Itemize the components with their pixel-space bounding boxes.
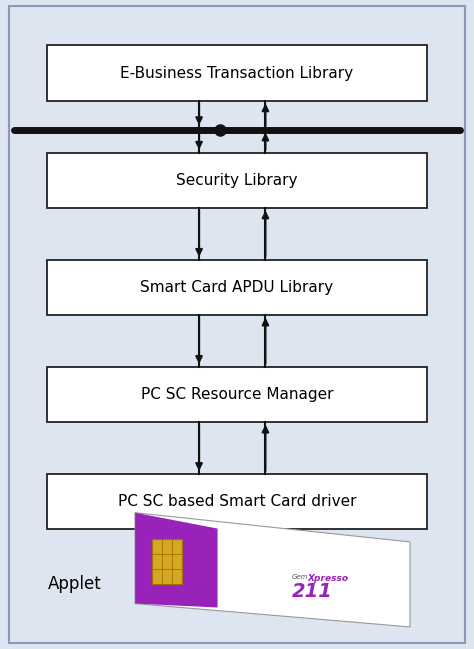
Polygon shape: [135, 513, 410, 627]
Text: Xpresso: Xpresso: [307, 574, 348, 583]
Text: PC SC based Smart Card driver: PC SC based Smart Card driver: [118, 494, 356, 509]
Text: Smart Card APDU Library: Smart Card APDU Library: [140, 280, 334, 295]
FancyBboxPatch shape: [47, 260, 427, 315]
Text: Applet: Applet: [47, 575, 101, 593]
FancyBboxPatch shape: [47, 45, 427, 101]
Polygon shape: [152, 539, 182, 584]
FancyBboxPatch shape: [9, 6, 465, 643]
Polygon shape: [135, 513, 218, 607]
Text: PC SC Resource Manager: PC SC Resource Manager: [141, 387, 333, 402]
Text: Security Library: Security Library: [176, 173, 298, 188]
Text: E-Business Transaction Library: E-Business Transaction Library: [120, 66, 354, 80]
FancyBboxPatch shape: [47, 153, 427, 208]
FancyBboxPatch shape: [47, 474, 427, 529]
Text: 211: 211: [292, 582, 332, 602]
FancyBboxPatch shape: [47, 367, 427, 422]
Text: Gem: Gem: [292, 574, 308, 580]
